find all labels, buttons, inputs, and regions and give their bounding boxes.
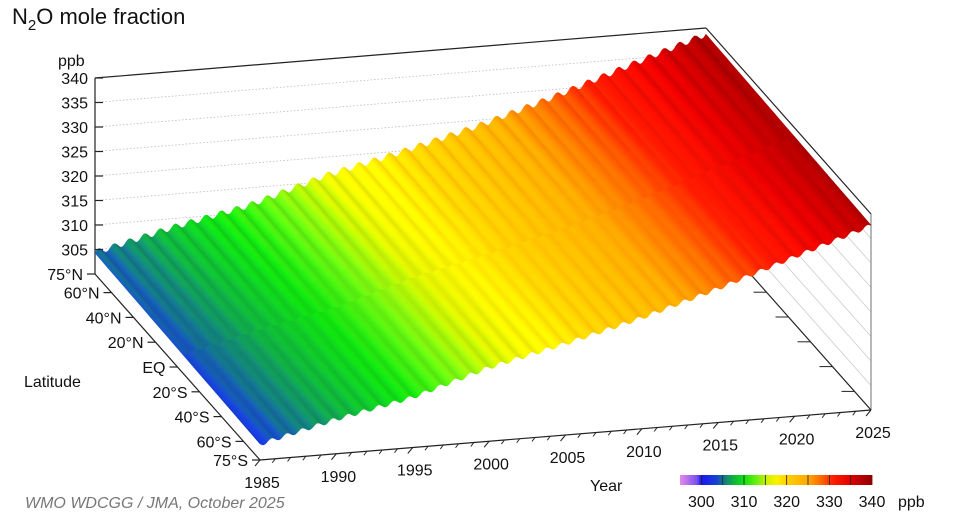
back-wall-gridline (94, 52, 707, 103)
box-top-right-edge (705, 27, 872, 215)
back-wall-gridline (94, 174, 707, 226)
surface (94, 33, 872, 446)
back-wall-gridline (94, 150, 707, 201)
back-wall-gridline (94, 125, 707, 177)
box-top-back-edge (94, 27, 707, 79)
back-wall-gridline (94, 101, 707, 152)
back-wall-gridline (94, 76, 707, 128)
chart-title: N2O mole fraction (12, 4, 185, 34)
